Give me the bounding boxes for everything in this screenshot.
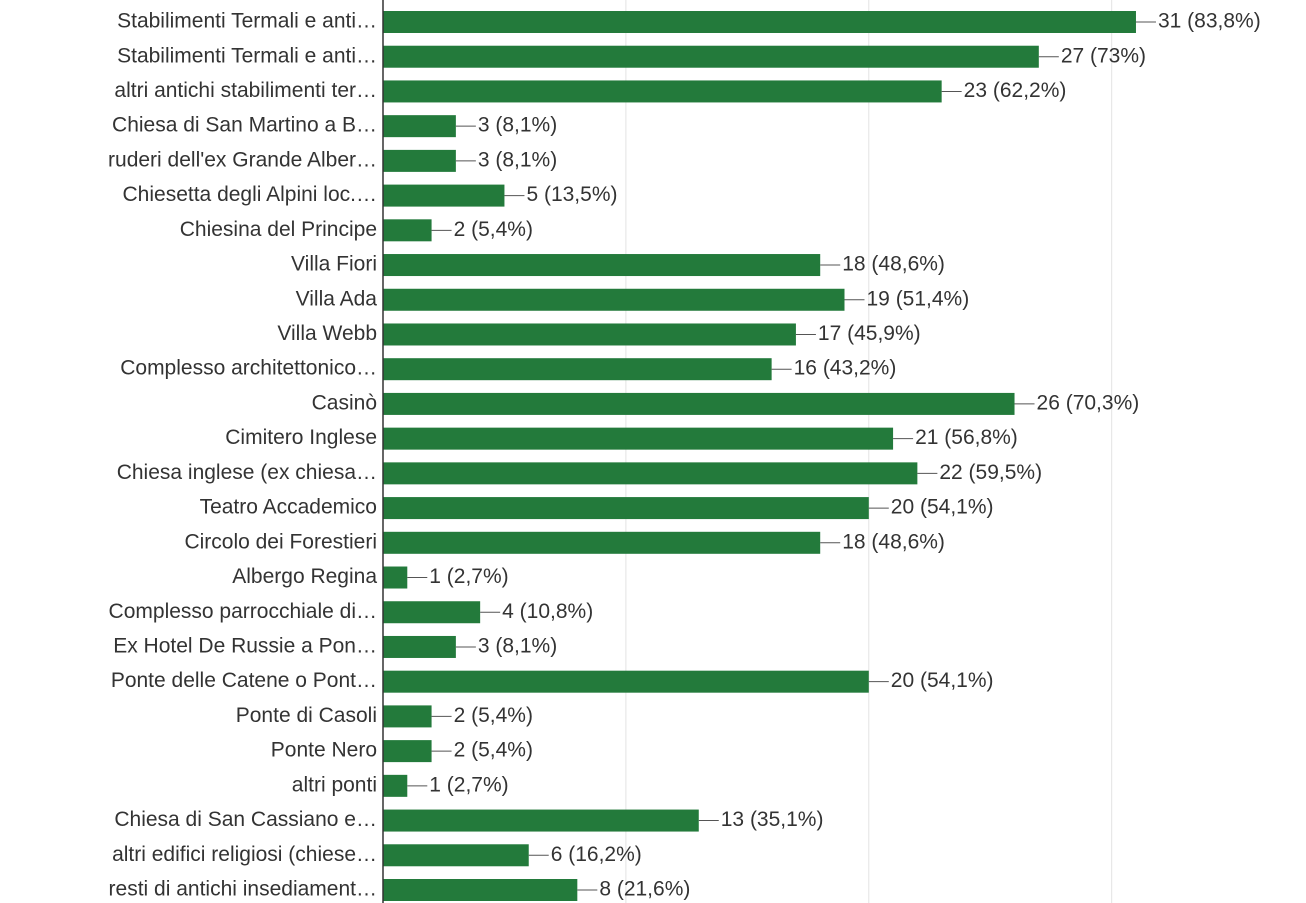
- bar: [383, 462, 918, 485]
- y-tick-label: altri edifici religiosi (chiese…: [112, 843, 377, 866]
- bar: [383, 809, 699, 832]
- bar: [383, 80, 942, 103]
- value-label: 2 (5,4%): [454, 218, 533, 241]
- value-label: 1 (2,7%): [429, 773, 508, 796]
- bar: [383, 288, 845, 311]
- value-label: 3 (8,1%): [478, 148, 557, 171]
- value-label: 6 (16,2%): [551, 843, 642, 866]
- y-tick-label: Ponte Nero: [271, 739, 377, 762]
- bar: [383, 184, 505, 207]
- y-tick-label: Cimitero Inglese: [225, 426, 377, 449]
- y-tick-label: Circolo dei Forestieri: [184, 530, 377, 553]
- value-label: 2 (5,4%): [454, 739, 533, 762]
- value-label: 8 (21,6%): [599, 878, 690, 901]
- y-tick-label: Ponte delle Catene o Pont…: [111, 669, 377, 692]
- bar: [383, 601, 481, 624]
- value-label: 20 (54,1%): [891, 669, 994, 692]
- bar: [383, 45, 1039, 68]
- y-tick-label: Chiesa di San Cassiano e…: [114, 808, 377, 831]
- y-tick-label: Chiesina del Principe: [180, 218, 377, 241]
- value-label: 3 (8,1%): [478, 114, 557, 137]
- y-tick-label: Casinò: [312, 391, 377, 414]
- y-tick-label: Villa Webb: [277, 322, 377, 345]
- value-label: 26 (70,3%): [1037, 391, 1140, 414]
- y-tick-label: Teatro Accademico: [200, 496, 377, 519]
- y-tick-label: Chiesetta degli Alpini loc.…: [123, 183, 377, 206]
- bar: [383, 497, 869, 520]
- y-tick-label: Villa Ada: [296, 287, 378, 310]
- value-label: 27 (73%): [1061, 44, 1146, 67]
- bar: [383, 740, 432, 763]
- bar: [383, 115, 456, 138]
- y-tick-label: ruderi dell'ex Grande Alber…: [108, 148, 377, 171]
- value-label: 5 (13,5%): [526, 183, 617, 206]
- value-label: 21 (56,8%): [915, 426, 1018, 449]
- value-label: 3 (8,1%): [478, 635, 557, 658]
- bar: [383, 705, 432, 728]
- bar: [383, 358, 772, 381]
- bar: [383, 844, 529, 867]
- y-tick-label: Albergo Regina: [232, 565, 377, 588]
- y-tick-label: altri antichi stabilimenti ter…: [114, 79, 377, 102]
- bar: [383, 149, 456, 172]
- value-label: 13 (35,1%): [721, 808, 824, 831]
- value-label: 18 (48,6%): [842, 530, 945, 553]
- value-label: 1 (2,7%): [429, 565, 508, 588]
- bar: [383, 323, 796, 346]
- bar: [383, 635, 456, 658]
- y-tick-label: Chiesa inglese (ex chiesa…: [117, 461, 377, 484]
- y-tick-label: Villa Fiori: [291, 253, 377, 276]
- value-label: 19 (51,4%): [867, 287, 970, 310]
- bar: [383, 879, 578, 901]
- value-label: 4 (10,8%): [502, 600, 593, 623]
- y-tick-label: resti di antichi insediament…: [109, 878, 377, 901]
- y-tick-label: Ponte di Casoli: [236, 704, 377, 727]
- value-label: 31 (83,8%): [1158, 10, 1261, 33]
- y-tick-label: Complesso architettonico…: [120, 357, 377, 380]
- bar: [383, 11, 1136, 33]
- bar: [383, 219, 432, 242]
- value-label: 18 (48,6%): [842, 253, 945, 276]
- bar: [383, 427, 894, 450]
- value-label: 17 (45,9%): [818, 322, 921, 345]
- y-tick-label: Complesso parrocchiale di…: [109, 600, 377, 623]
- y-tick-label: Stabilimenti Termali e anti…: [117, 44, 377, 67]
- bar: [383, 254, 821, 277]
- bar: [383, 774, 408, 797]
- y-tick-label: Chiesa di San Martino a B…: [112, 114, 377, 137]
- y-tick-label: Stabilimenti Termali e anti…: [117, 10, 377, 33]
- bar: [383, 670, 869, 693]
- value-label: 22 (59,5%): [939, 461, 1042, 484]
- bar: [383, 531, 821, 554]
- value-label: 20 (54,1%): [891, 496, 994, 519]
- y-tick-label: altri ponti: [292, 773, 377, 796]
- value-label: 2 (5,4%): [454, 704, 533, 727]
- value-label: 23 (62,2%): [964, 79, 1067, 102]
- bar: [383, 392, 1015, 415]
- bar: [383, 566, 408, 589]
- y-tick-label: Ex Hotel De Russie a Pon…: [113, 635, 377, 658]
- value-label: 16 (43,2%): [794, 357, 897, 380]
